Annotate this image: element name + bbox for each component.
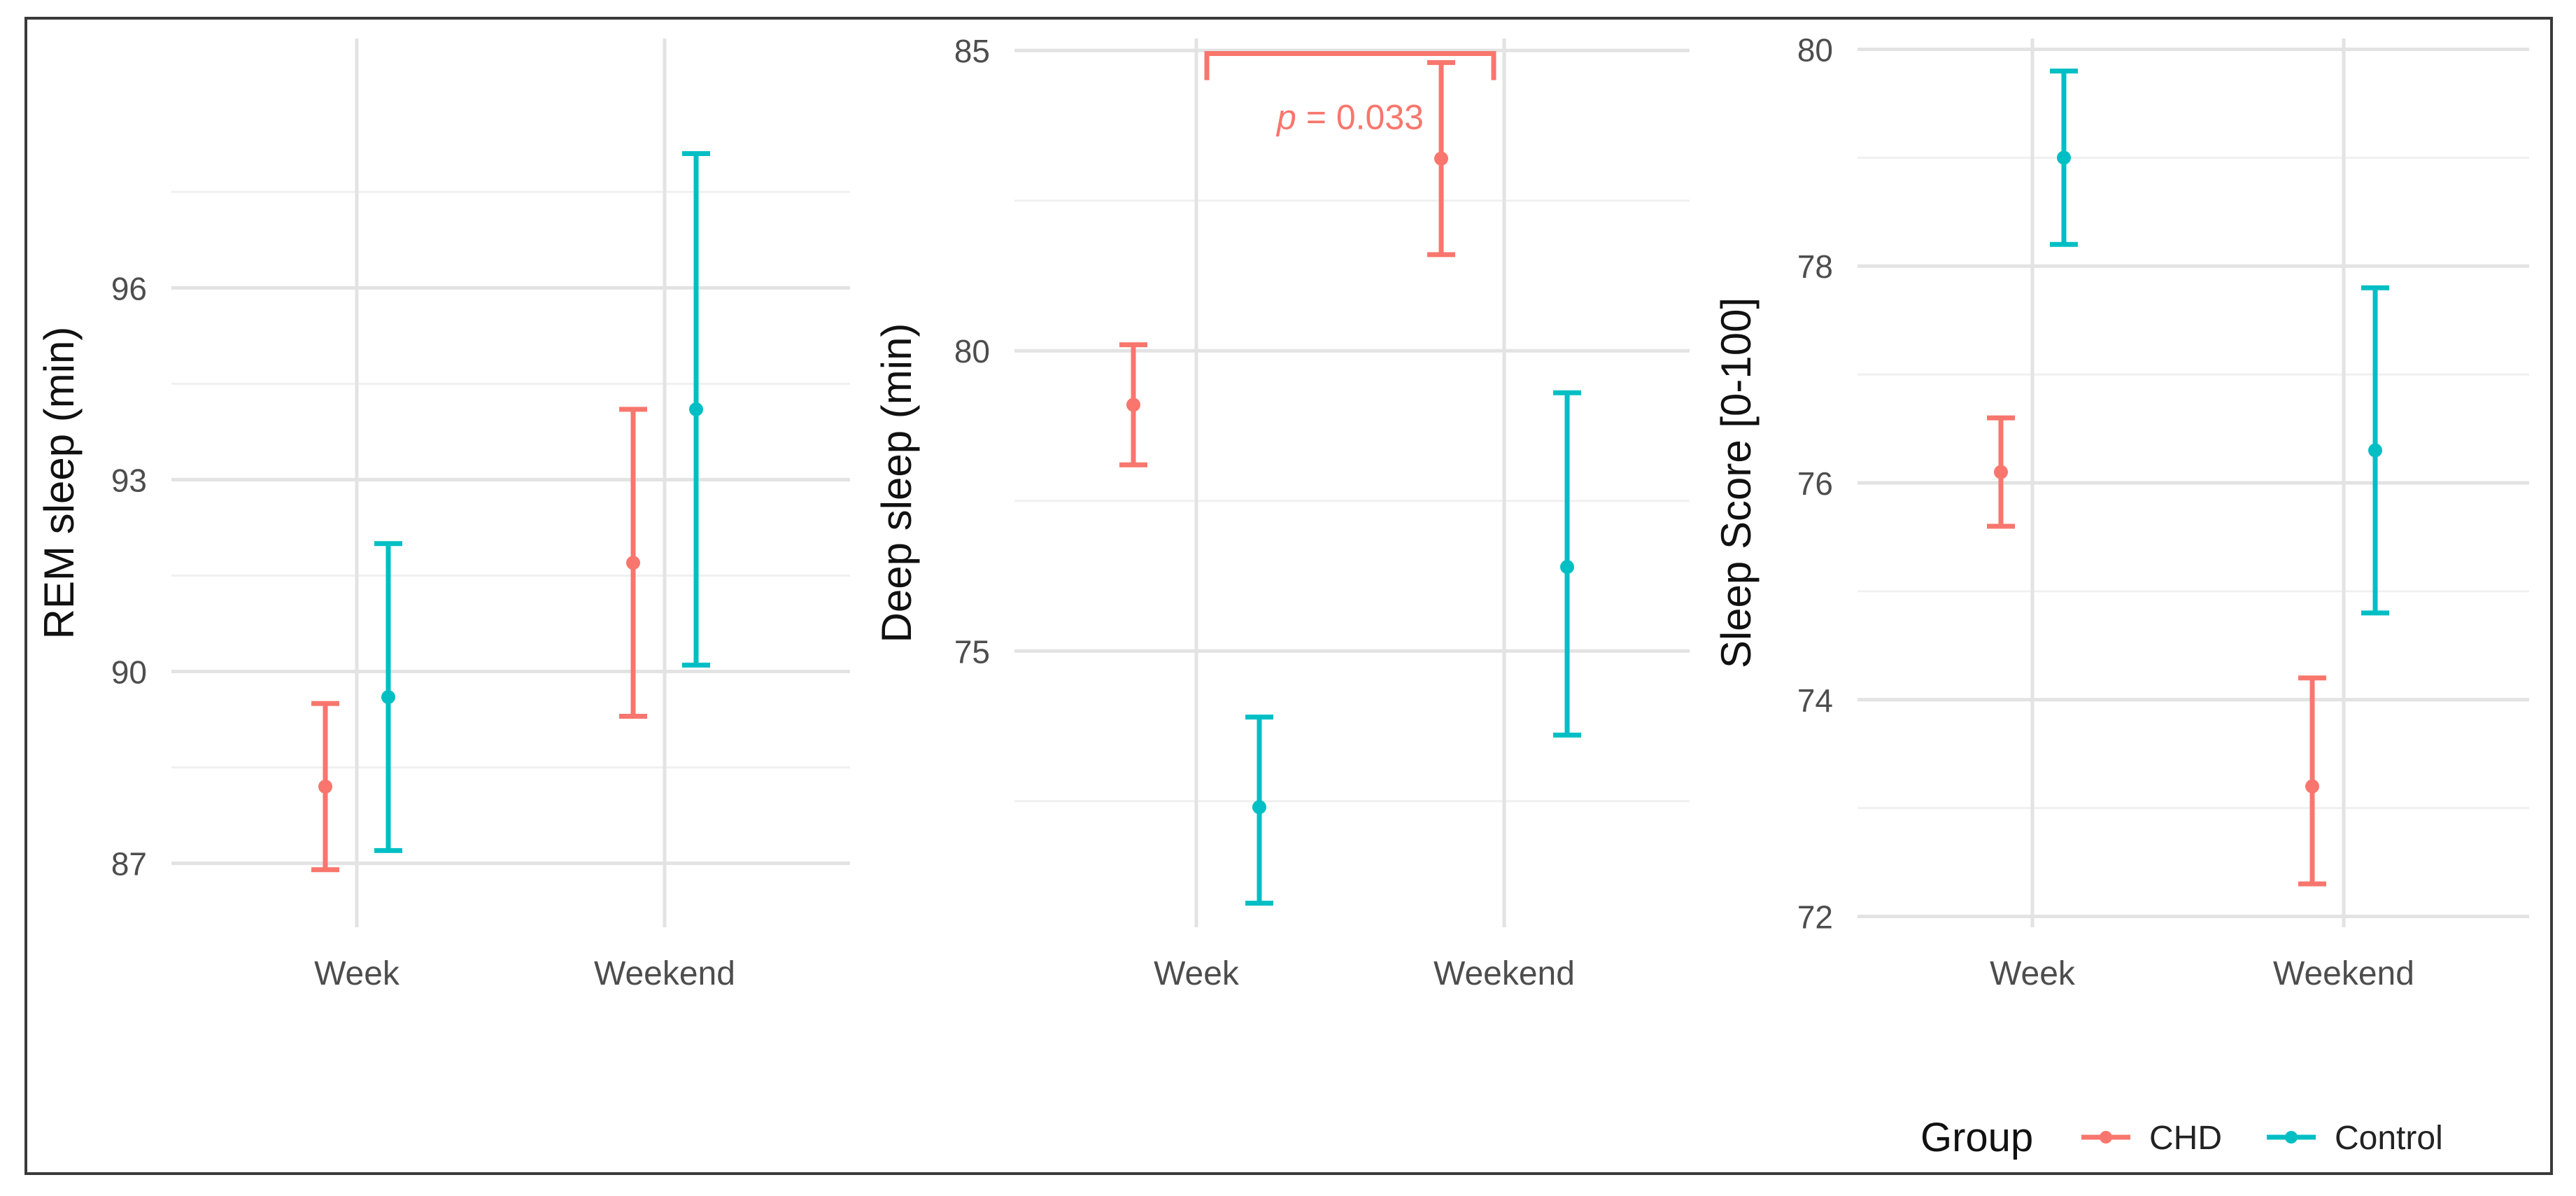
- x-tick-label: Week: [314, 955, 400, 992]
- legend-chd-label: CHD: [2149, 1120, 2222, 1157]
- legend: Group CHD Control: [1920, 1115, 2443, 1160]
- legend-title: Group: [1920, 1115, 2033, 1160]
- x-tick-label: Weekend: [594, 955, 735, 992]
- legend-chd-point: [2100, 1131, 2112, 1144]
- y-tick-label: 85: [954, 33, 990, 69]
- mean-point-control: [1560, 560, 1574, 575]
- y-tick-label: 75: [954, 633, 990, 670]
- significance-bracket: [1204, 50, 1496, 80]
- x-tick-label: Weekend: [1434, 955, 1575, 992]
- legend-control-point: [2285, 1131, 2298, 1144]
- y-tick-label: 93: [111, 462, 147, 498]
- figure-border: [24, 17, 2553, 1175]
- mean-point-chd: [1126, 398, 1140, 412]
- y-tick-label: 96: [111, 270, 147, 307]
- y-tick-label: 90: [111, 654, 147, 691]
- y-tick-label: 80: [954, 333, 990, 370]
- y-tick-label: 87: [111, 846, 147, 882]
- mean-point-chd: [318, 779, 332, 794]
- x-tick-label: Week: [1990, 955, 2076, 992]
- x-tick-label: Weekend: [2273, 955, 2414, 992]
- panel-3: 72 74 76 78 80 Week Weekend Sleep Score [0-100]: [1713, 31, 2529, 992]
- mean-point-control: [1252, 800, 1266, 815]
- y-tick-label: 74: [1797, 682, 1833, 719]
- y-axis-title: Sleep Score [0-100]: [1713, 297, 1760, 668]
- panel-2: 75 80 85 Week Weekend Deep sleep (min) p = 0.0…: [873, 33, 1690, 992]
- y-tick-label: 80: [1797, 31, 1833, 68]
- y-tick-label: 72: [1797, 899, 1833, 936]
- mean-point-chd: [1434, 151, 1448, 166]
- mean-point-control: [2368, 443, 2382, 458]
- legend-control-label: Control: [2335, 1120, 2443, 1157]
- y-tick-label: 78: [1797, 248, 1833, 285]
- x-tick-label: Week: [1154, 955, 1240, 992]
- mean-point-control: [381, 690, 395, 705]
- y-tick-label: 76: [1797, 465, 1833, 502]
- y-axis-title: REM sleep (min): [36, 327, 83, 640]
- mean-point-control: [689, 402, 703, 416]
- significance-label: p = 0.033: [1275, 98, 1424, 137]
- mean-point-chd: [2305, 779, 2319, 794]
- mean-point-chd: [626, 556, 640, 570]
- panel-1: 87 90 93 96 Week Weekend REM sleep (min): [36, 38, 850, 992]
- mean-point-chd: [1994, 465, 2008, 479]
- y-axis-title: Deep sleep (min): [873, 323, 920, 643]
- significance-p-symbol: p: [1275, 98, 1296, 137]
- significance-p-value: = 0.033: [1296, 98, 1424, 137]
- mean-point-control: [2057, 150, 2071, 165]
